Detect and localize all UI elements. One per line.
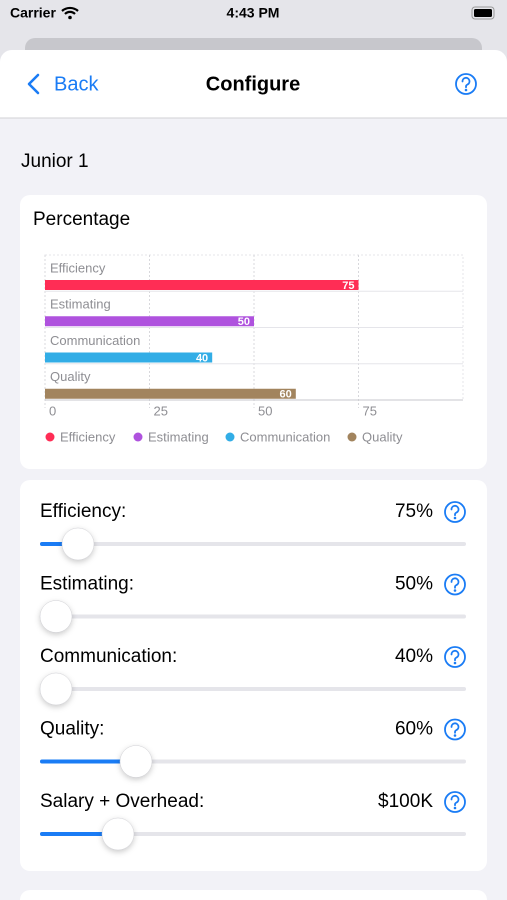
help-dot [453,661,457,665]
x-tick-label: 75 [363,403,377,418]
chart-title: Percentage [33,209,130,230]
help-dot [464,88,468,92]
bar-value-label: 75 [342,280,354,292]
slider-track [40,542,466,546]
control-value: 75% [395,501,433,522]
control-value: 60% [395,719,433,740]
help-ring [444,718,466,741]
slider-fill [40,759,136,764]
bar [45,280,359,290]
nav-bar [0,50,507,118]
slider-track [40,614,466,619]
bar-value-label: 40 [196,352,208,364]
battery [471,6,495,20]
slider-thumb[interactable] [39,600,73,633]
back-chevron[interactable] [27,73,40,95]
help-ring [444,573,466,596]
slider-track [40,687,466,691]
help-ring [444,501,466,523]
category-label: Quality [50,369,91,384]
legend-label: Communication [240,429,330,444]
legend-label: Estimating [148,429,209,444]
x-tick-label: 50 [258,403,272,418]
help-button[interactable] [444,573,466,596]
legend-swatch [225,432,235,442]
help-button[interactable] [444,791,466,813]
slider-thumb[interactable] [119,745,153,778]
bar-value-label: 60 [280,389,292,401]
clock: 4:43 PM [227,5,280,21]
bar-value-label: 50 [238,316,250,328]
legend-label: Quality [362,429,403,444]
carrier: Carrier [10,5,56,21]
legend-swatch [45,432,55,442]
help-dot [453,806,457,810]
slider-thumb[interactable] [61,527,95,561]
help-button[interactable] [444,501,466,523]
x-tick-label: 0 [49,403,56,418]
back-button[interactable]: Back [54,73,99,95]
slider-fill [40,832,118,836]
help-dot [453,589,457,592]
help-ring [444,791,466,813]
wifi-dot [68,15,72,20]
help-glyph [461,76,471,89]
control-value: 50% [395,574,433,595]
help-button[interactable] [444,718,466,741]
control-value: 40% [395,646,433,667]
slider-track [40,832,466,836]
category-label: Efficiency [50,260,106,275]
control-label: Estimating: [40,574,134,595]
legend-swatch [347,432,357,442]
slider-thumb[interactable] [101,817,135,851]
bar [45,352,213,363]
help-glyph [450,794,460,807]
category-label: Communication [50,333,140,348]
help-button[interactable] [455,73,477,95]
bar [45,316,254,327]
slider-thumb[interactable] [39,672,73,706]
nav-title: Configure [206,73,300,95]
category-label: Estimating [50,297,111,312]
next-card [20,890,487,900]
help-glyph [450,504,460,517]
bar [45,388,296,399]
control-label: Quality: [40,719,104,740]
control-label: Efficiency: [40,501,126,522]
help-glyph [450,649,460,662]
help-dot [453,516,457,520]
control-label: Communication: [40,646,177,667]
help-ring [444,646,466,668]
section-title: Junior 1 [21,151,89,172]
x-tick-label: 25 [154,403,168,418]
legend-label: Efficiency [60,429,116,444]
battery-level [474,9,492,17]
help-button[interactable] [444,646,466,668]
wifi-icon [61,6,79,15]
legend-swatch [133,432,143,442]
help-glyph [450,722,460,734]
help-glyph [450,577,460,589]
control-label: Salary + Overhead: [40,791,204,812]
help-dot [453,734,457,737]
control-value: $100K [378,791,433,812]
help-ring [455,73,477,95]
